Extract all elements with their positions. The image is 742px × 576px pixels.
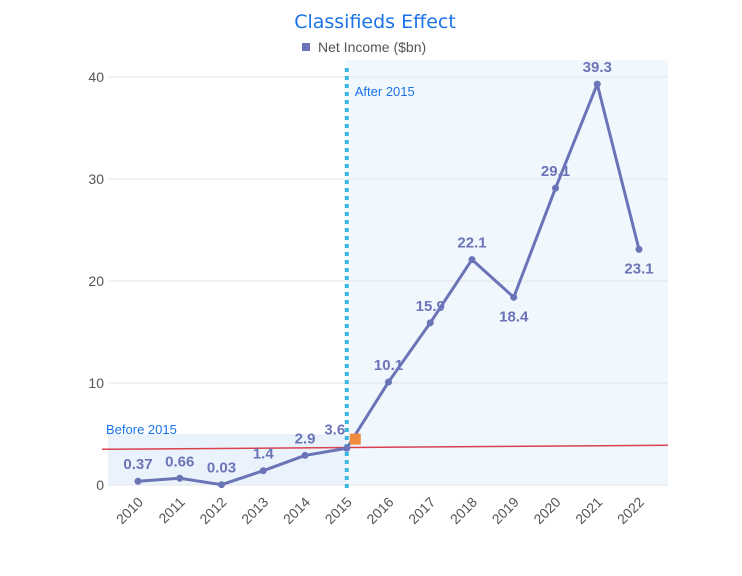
- x-tick-label: 2018: [447, 494, 480, 527]
- data-label: 3.6: [324, 421, 345, 438]
- x-tick-label: 2010: [113, 494, 146, 527]
- data-label: 0.03: [207, 460, 236, 477]
- y-tick-label: 10: [88, 375, 104, 391]
- y-tick-label: 20: [88, 273, 104, 289]
- x-tick-label: 2013: [238, 494, 271, 527]
- data-label: 23.1: [624, 260, 653, 277]
- x-tick-label: 2012: [196, 494, 229, 527]
- x-tick-label: 2021: [572, 494, 605, 527]
- x-tick-label: 2022: [614, 494, 647, 527]
- trend-line: [101, 444, 669, 451]
- data-point: [259, 467, 267, 475]
- y-tick-label: 40: [88, 69, 104, 85]
- marker-square: [349, 433, 361, 445]
- annotation-after-2015: After 2015: [355, 84, 415, 99]
- x-tick-label: 2016: [363, 494, 396, 527]
- data-point: [593, 80, 601, 88]
- data-point: [385, 378, 392, 386]
- region-before-2015: [108, 434, 347, 485]
- annotation-before-2015: Before 2015: [106, 422, 177, 437]
- x-tick-label: 2020: [530, 494, 563, 527]
- data-point: [134, 477, 142, 485]
- data-label: 2.9: [295, 430, 316, 447]
- x-tick-label: 2011: [155, 494, 188, 527]
- data-point: [343, 444, 351, 452]
- legend-label: Net Income ($bn): [318, 39, 426, 55]
- data-point: [176, 474, 184, 482]
- y-tick-label: 30: [88, 171, 104, 187]
- data-label: 0.37: [123, 456, 152, 473]
- data-point: [552, 184, 559, 192]
- data-label: 15.9: [416, 298, 445, 315]
- data-point: [468, 256, 476, 264]
- data-label: 1.4: [253, 446, 275, 463]
- x-tick-label: 2015: [322, 494, 355, 527]
- region-after-2015: [346, 60, 668, 485]
- data-point: [635, 245, 643, 253]
- data-labels: 0.37 0.66 0.03 1.4 2.9 3.6 10.1 15.9 22.1 18.4 29.…: [123, 59, 653, 477]
- data-label: 18.4: [499, 308, 529, 325]
- data-label: 0.66: [165, 453, 194, 470]
- data-point: [426, 319, 434, 327]
- legend: Net Income ($bn): [302, 39, 426, 55]
- legend-swatch: [302, 43, 310, 51]
- x-tick-label: 2014: [280, 494, 313, 527]
- y-axis: 0 10 20 30 40: [88, 69, 104, 493]
- data-label: 39.3: [583, 59, 612, 76]
- data-point: [218, 481, 225, 489]
- x-axis: 2010 2011 2012 2013 2014 2015 2016 2017 2018 2019…: [113, 494, 647, 527]
- chart-title: Classifieds Effect: [294, 11, 456, 33]
- data-point: [301, 451, 309, 459]
- y-tick-label: 0: [96, 477, 104, 493]
- data-point: [510, 293, 518, 301]
- x-tick-label: 2017: [405, 494, 438, 527]
- data-label: 10.1: [374, 357, 403, 374]
- data-label: 29.1: [541, 163, 570, 180]
- data-points: [134, 80, 643, 489]
- x-tick-label: 2019: [489, 494, 522, 527]
- data-label: 22.1: [457, 235, 486, 252]
